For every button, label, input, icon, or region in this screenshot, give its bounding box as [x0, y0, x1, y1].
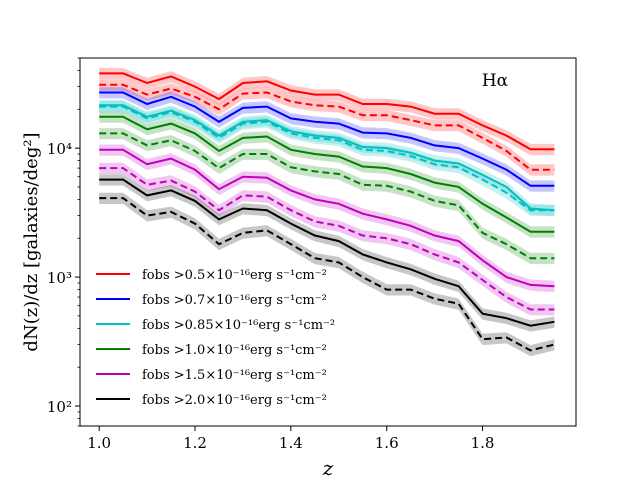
line-solid-series-3: [99, 115, 555, 233]
line-dashed-series-2: [99, 105, 555, 212]
line-solid-series-4: [99, 148, 555, 288]
band-solid-series-3: [99, 111, 555, 238]
series-lines: [99, 72, 555, 352]
legend-label: fobs >2.0×10⁻¹⁶erg s⁻¹cm⁻²: [142, 393, 327, 408]
legend-label: fobs >0.5×10⁻¹⁶erg s⁻¹cm⁻²: [142, 268, 327, 283]
band-dashed-series-3: [99, 128, 555, 265]
y-axis-label: dN(z)/dz [galaxies/deg²]: [21, 132, 42, 351]
band-solid-series-0: [99, 68, 555, 156]
y-tick-label: 10²: [47, 398, 72, 416]
legend-label: fobs >0.7×10⁻¹⁶erg s⁻¹cm⁻²: [142, 293, 327, 308]
legend-label: fobs >1.0×10⁻¹⁶erg s⁻¹cm⁻²: [142, 343, 327, 358]
band-solid-series-4: [99, 144, 555, 293]
x-tick-label: 1.2: [183, 434, 207, 452]
line-solid-series-2: [99, 104, 555, 212]
axis-ticks: 1.0 1.2 1.4 1.6 1.8 10² 10³ 10⁴: [47, 57, 495, 452]
x-tick-label: 1.4: [279, 434, 303, 452]
line-dashed-series-0: [99, 83, 555, 171]
x-tick-label: 1.8: [471, 434, 495, 452]
band-dashed-series-2: [99, 101, 555, 217]
line-solid-series-5: [99, 178, 555, 327]
band-dashed-series-0: [99, 79, 555, 176]
line-solid-series-1: [99, 91, 555, 187]
band-dashed-series-4: [99, 162, 555, 316]
x-axis-label: z: [322, 456, 334, 480]
line-dashed-series-5: [99, 197, 555, 352]
legend: fobs >0.5×10⁻¹⁶erg s⁻¹cm⁻² fobs >0.7×10⁻¹…: [96, 268, 335, 408]
legend-label: fobs >0.85×10⁻¹⁶erg s⁻¹cm⁻²: [142, 318, 335, 333]
legend-label: fobs >1.5×10⁻¹⁶erg s⁻¹cm⁻²: [142, 368, 327, 383]
band-solid-series-2: [99, 99, 555, 217]
line-dashed-series-3: [99, 132, 555, 260]
halpha-annotation: Hα: [482, 71, 509, 91]
y-tick-label: 10³: [47, 269, 72, 287]
line-solid-series-0: [99, 72, 555, 151]
band-dashed-series-5: [99, 192, 555, 357]
x-tick-label: 1.0: [87, 434, 111, 452]
x-tick-label: 1.6: [375, 434, 399, 452]
line-dashed-series-4: [99, 167, 555, 311]
y-tick-label: 10⁴: [47, 140, 72, 158]
band-solid-series-1: [99, 87, 555, 192]
plot-frame: [79, 57, 577, 427]
